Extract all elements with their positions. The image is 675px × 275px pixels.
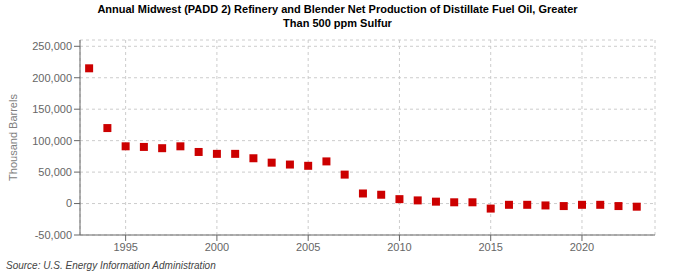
svg-text:50,000: 50,000 [38,166,72,178]
svg-text:0: 0 [66,197,72,209]
svg-text:1995: 1995 [113,241,137,253]
svg-text:2015: 2015 [478,241,502,253]
svg-text:200,000: 200,000 [32,72,72,84]
html-text:Than 500 ppm Sulfur: Than 500 ppm Sulfur [283,17,392,29]
svg-text:2005: 2005 [296,241,320,253]
svg-text:250,000: 250,000 [32,40,72,52]
svg-text:-50,000: -50,000 [35,229,72,241]
html-text:Annual Midwest (PADD 2) Refine: Annual Midwest (PADD 2) Refinery and Ble… [97,3,578,15]
svg-text:2000: 2000 [205,241,229,253]
svg-text:100,000: 100,000 [32,135,72,147]
svg-text:2010: 2010 [387,241,411,253]
svg-text:2020: 2020 [570,241,594,253]
svg-text:Thousand Barrels: Thousand Barrels [8,94,19,181]
svg-text:150,000: 150,000 [32,103,72,115]
html-text:Source: U.S. Energy Informatio: Source: U.S. Energy Information Administ… [6,260,216,271]
